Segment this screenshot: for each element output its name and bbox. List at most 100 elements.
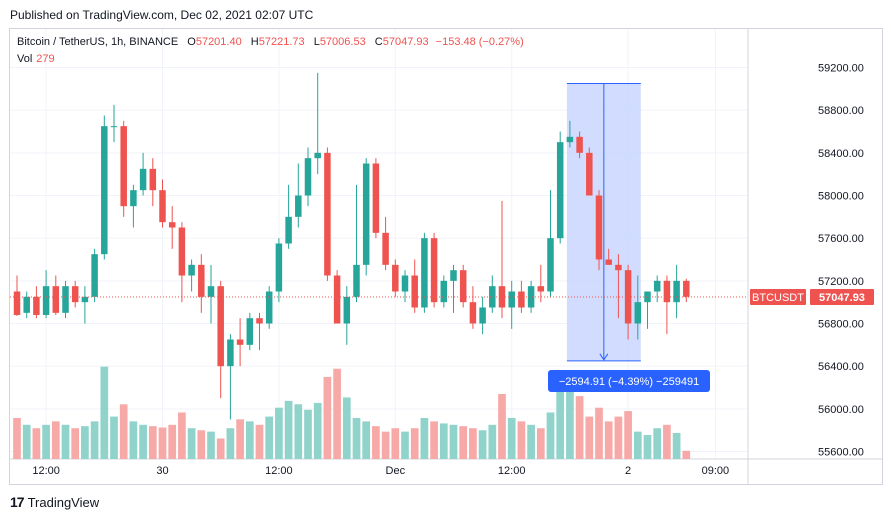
candle-body[interactable]	[392, 264, 399, 292]
candle-body[interactable]	[314, 152, 321, 159]
candle-body[interactable]	[91, 254, 98, 297]
volume-bar	[265, 416, 274, 459]
volume-bar	[682, 450, 691, 459]
candle-body[interactable]	[537, 286, 545, 292]
volume-bar	[284, 400, 293, 459]
candle-body[interactable]	[168, 222, 176, 228]
candle-body[interactable]	[595, 195, 603, 260]
candle-body[interactable]	[556, 142, 564, 239]
candle-body[interactable]	[644, 291, 651, 303]
volume-bar	[633, 431, 642, 459]
candle-body[interactable]	[615, 264, 622, 271]
candle-body[interactable]	[605, 259, 612, 265]
candle-body[interactable]	[489, 286, 496, 308]
candle-body[interactable]	[421, 238, 428, 308]
candle-body[interactable]	[110, 126, 118, 128]
candle-body[interactable]	[459, 270, 467, 303]
candle-body[interactable]	[275, 243, 283, 292]
candle-body[interactable]	[285, 216, 292, 244]
candle-body[interactable]	[198, 264, 205, 297]
volume-bar	[129, 421, 138, 459]
candle-body[interactable]	[188, 264, 195, 276]
volume-bar	[313, 402, 322, 459]
candle-body[interactable]	[227, 339, 234, 367]
time-tick-label: Dec	[386, 465, 406, 477]
candle-body[interactable]	[547, 238, 554, 292]
candle-body[interactable]	[130, 190, 137, 207]
candle-body[interactable]	[265, 291, 273, 324]
candle-body[interactable]	[207, 286, 215, 297]
candle-body[interactable]	[634, 302, 642, 324]
price-tick-label: 56400.00	[818, 361, 864, 373]
candle-body[interactable]	[81, 296, 89, 303]
candle-body[interactable]	[52, 286, 60, 313]
candle-body[interactable]	[343, 296, 351, 324]
candle-body[interactable]	[401, 275, 409, 292]
candle-body[interactable]	[479, 307, 486, 324]
candle-body[interactable]	[683, 280, 690, 297]
candle-body[interactable]	[333, 275, 341, 324]
volume-bar	[653, 428, 662, 459]
price-tick-label: 57600.00	[818, 233, 864, 245]
candle-body[interactable]	[353, 264, 360, 297]
volume-label: Vol	[17, 53, 33, 65]
volume-bar	[527, 424, 535, 459]
symbol-name: Bitcoin / TetherUS, 1h, BINANCE	[17, 36, 179, 48]
volume-bar	[498, 394, 506, 459]
candle-body[interactable]	[246, 318, 254, 345]
volume-bar	[614, 416, 623, 459]
candle-body[interactable]	[382, 232, 389, 265]
candle-body[interactable]	[508, 291, 515, 308]
volume-bar	[643, 435, 652, 459]
candle-body[interactable]	[139, 168, 147, 191]
candle-body[interactable]	[469, 302, 477, 324]
candle-body[interactable]	[450, 270, 457, 281]
candle-body[interactable]	[33, 296, 40, 315]
volume-bar	[439, 423, 448, 459]
footer-brand[interactable]: 17 TradingView	[10, 494, 99, 510]
volume-bar	[624, 411, 632, 459]
candle-body[interactable]	[23, 296, 30, 313]
candle-body[interactable]	[440, 280, 448, 303]
candle-body[interactable]	[42, 286, 50, 315]
candle-body[interactable]	[178, 227, 186, 276]
candle-body[interactable]	[566, 136, 574, 143]
candle-body[interactable]	[663, 280, 671, 303]
candle-body[interactable]	[256, 318, 263, 324]
candle-body[interactable]	[527, 286, 535, 308]
candle-body[interactable]	[159, 190, 166, 223]
candle-body[interactable]	[673, 280, 680, 303]
price-tick-label: 59200.00	[818, 63, 864, 75]
candle-body[interactable]	[653, 280, 661, 292]
volume-bar	[595, 407, 603, 459]
candle-body[interactable]	[304, 158, 312, 196]
candle-body[interactable]	[518, 291, 525, 308]
candle-body[interactable]	[62, 286, 69, 313]
candle-body[interactable]	[13, 291, 21, 315]
open-value: 57201.40	[195, 36, 242, 48]
candle-body[interactable]	[430, 238, 438, 303]
candle-body[interactable]	[217, 286, 224, 367]
time-tick-label: 12:00	[32, 465, 60, 477]
candle-body[interactable]	[362, 163, 370, 265]
candle-body[interactable]	[324, 152, 331, 276]
volume-bar	[362, 421, 371, 459]
candle-body[interactable]	[71, 286, 79, 303]
candle-body[interactable]	[372, 163, 380, 233]
volume-bar	[556, 390, 565, 459]
candle-body[interactable]	[236, 339, 244, 345]
candle-body[interactable]	[576, 136, 583, 153]
candle-body[interactable]	[411, 275, 418, 308]
open-label: O	[187, 36, 196, 48]
candle-body[interactable]	[101, 126, 108, 255]
low-label: L	[313, 36, 320, 48]
candle-body[interactable]	[586, 152, 593, 196]
symbol-tag-bg	[750, 289, 806, 306]
candle-body[interactable]	[120, 126, 127, 207]
volume-bar	[51, 421, 60, 459]
volume-bar	[90, 421, 99, 459]
volume-bar	[13, 417, 21, 459]
candle-body[interactable]	[149, 168, 157, 191]
candle-body[interactable]	[295, 195, 302, 217]
